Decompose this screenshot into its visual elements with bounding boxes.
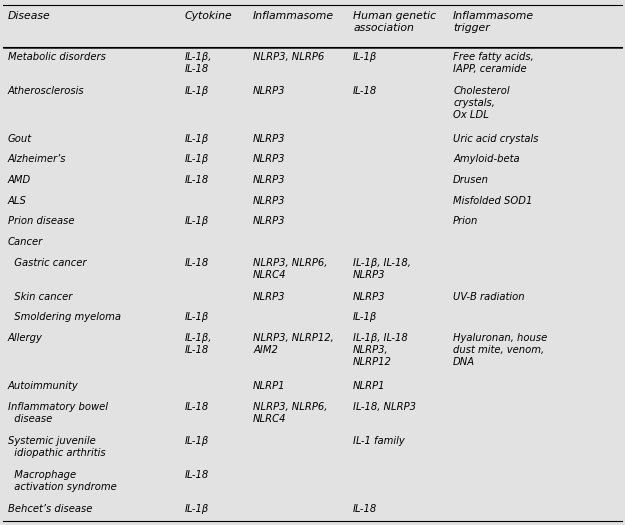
Text: UV-B radiation: UV-B radiation (453, 292, 525, 302)
Text: Disease: Disease (8, 11, 50, 21)
Text: IL-18: IL-18 (184, 470, 209, 480)
Text: Cholesterol
crystals,
Ox LDL: Cholesterol crystals, Ox LDL (453, 86, 510, 120)
Text: IL-1β,
IL-18: IL-1β, IL-18 (184, 51, 212, 74)
Text: IL-1 family: IL-1 family (353, 436, 405, 446)
Text: Amyloid-beta: Amyloid-beta (453, 154, 520, 164)
Text: Prion disease: Prion disease (8, 216, 74, 226)
Text: Uric acid crystals: Uric acid crystals (453, 134, 539, 144)
Text: NLRP1: NLRP1 (353, 381, 386, 391)
Text: NLRP3: NLRP3 (253, 196, 286, 206)
Text: IL-1β: IL-1β (184, 436, 209, 446)
Text: IL-1β: IL-1β (184, 86, 209, 96)
Text: Hyaluronan, house
dust mite, venom,
DNA: Hyaluronan, house dust mite, venom, DNA (453, 333, 548, 367)
Text: Behcet’s disease: Behcet’s disease (8, 504, 92, 514)
Text: Drusen: Drusen (453, 175, 489, 185)
Text: Cytokine: Cytokine (184, 11, 232, 21)
Text: IL-18: IL-18 (184, 175, 209, 185)
Text: NLRP3, NLRP6,
NLRC4: NLRP3, NLRP6, NLRC4 (253, 258, 328, 280)
Text: Allergy: Allergy (8, 333, 43, 343)
Text: Atherosclerosis: Atherosclerosis (8, 86, 84, 96)
Text: Prion: Prion (453, 216, 479, 226)
Text: Smoldering myeloma: Smoldering myeloma (8, 312, 121, 322)
Text: AMD: AMD (8, 175, 31, 185)
Text: NLRP3: NLRP3 (253, 154, 286, 164)
Text: NLRP3: NLRP3 (253, 134, 286, 144)
Text: IL-1β: IL-1β (353, 312, 377, 322)
Text: IL-18: IL-18 (184, 402, 209, 412)
Text: IL-1β: IL-1β (353, 51, 377, 61)
Text: Alzheimer’s: Alzheimer’s (8, 154, 66, 164)
Text: Gastric cancer: Gastric cancer (8, 258, 86, 268)
Text: Systemic juvenile
  idiopathic arthritis: Systemic juvenile idiopathic arthritis (8, 436, 105, 458)
Text: NLRP3: NLRP3 (253, 175, 286, 185)
Text: IL-1β, IL-18,
NLRP3: IL-1β, IL-18, NLRP3 (353, 258, 411, 280)
Text: NLRP1: NLRP1 (253, 381, 286, 391)
Text: NLRP3, NLRP6,
NLRC4: NLRP3, NLRP6, NLRC4 (253, 402, 328, 424)
Text: NLRP3: NLRP3 (353, 292, 386, 302)
Text: IL-1β: IL-1β (184, 154, 209, 164)
Text: Metabolic disorders: Metabolic disorders (8, 51, 106, 61)
Text: Skin cancer: Skin cancer (8, 292, 72, 302)
Text: IL-18: IL-18 (353, 86, 377, 96)
Text: ALS: ALS (8, 196, 26, 206)
Text: NLRP3, NLRP6: NLRP3, NLRP6 (253, 51, 324, 61)
Text: IL-18: IL-18 (353, 504, 377, 514)
Text: Gout: Gout (8, 134, 32, 144)
Text: IL-1β,
IL-18: IL-1β, IL-18 (184, 333, 212, 355)
Text: IL-1β, IL-18
NLRP3,
NLRP12: IL-1β, IL-18 NLRP3, NLRP12 (353, 333, 408, 367)
Text: NLRP3: NLRP3 (253, 216, 286, 226)
Text: NLRP3: NLRP3 (253, 292, 286, 302)
Text: IL-1β: IL-1β (184, 312, 209, 322)
Text: IL-1β: IL-1β (184, 134, 209, 144)
Text: IL-18, NLRP3: IL-18, NLRP3 (353, 402, 416, 412)
Text: Inflammasome
trigger: Inflammasome trigger (453, 11, 534, 33)
Text: Macrophage
  activation syndrome: Macrophage activation syndrome (8, 470, 116, 492)
Text: Inflammasome: Inflammasome (253, 11, 334, 21)
Text: IL-1β: IL-1β (184, 216, 209, 226)
Text: NLRP3: NLRP3 (253, 86, 286, 96)
Text: NLRP3, NLRP12,
AIM2: NLRP3, NLRP12, AIM2 (253, 333, 334, 355)
Text: Autoimmunity: Autoimmunity (8, 381, 78, 391)
Text: Cancer: Cancer (8, 237, 43, 247)
Text: Inflammatory bowel
  disease: Inflammatory bowel disease (8, 402, 107, 424)
Text: Human genetic
association: Human genetic association (353, 11, 436, 33)
Text: IL-1β: IL-1β (184, 504, 209, 514)
Text: IL-18: IL-18 (184, 258, 209, 268)
Text: Free fatty acids,
IAPP, ceramide: Free fatty acids, IAPP, ceramide (453, 51, 534, 74)
Text: Misfolded SOD1: Misfolded SOD1 (453, 196, 532, 206)
